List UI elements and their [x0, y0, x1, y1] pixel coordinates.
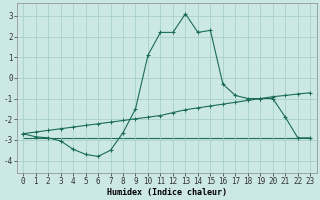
X-axis label: Humidex (Indice chaleur): Humidex (Indice chaleur) — [107, 188, 227, 197]
